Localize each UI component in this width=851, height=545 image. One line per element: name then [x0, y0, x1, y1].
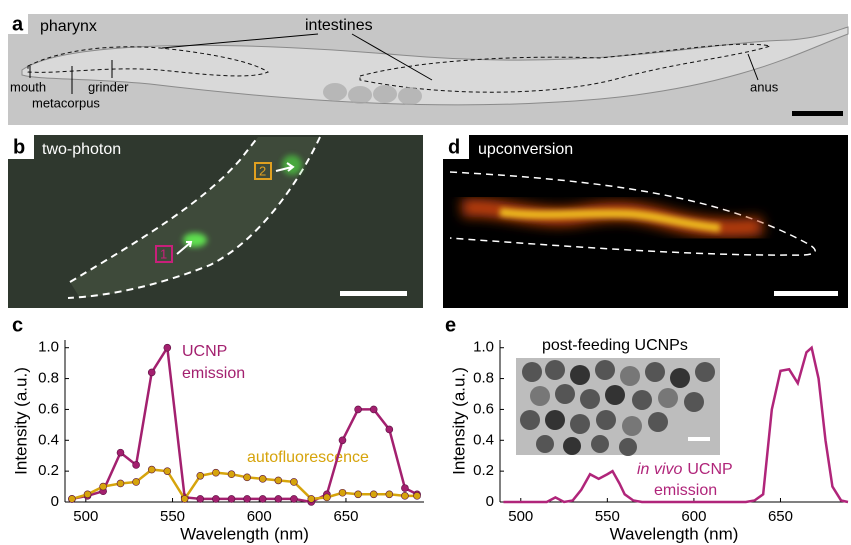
y-tick-label: 0.6: [473, 400, 494, 417]
marker: [84, 491, 91, 498]
annotation: grinder: [88, 79, 129, 94]
scale-bar: [688, 437, 710, 441]
marker: [197, 472, 204, 479]
panel-label: e: [445, 314, 456, 336]
annotation: UCNP: [182, 343, 227, 360]
marker: [259, 475, 266, 482]
y-tick-label: 0: [486, 493, 494, 510]
marker: [244, 474, 251, 481]
x-tick-label: 550: [160, 508, 185, 525]
marker: [228, 471, 235, 478]
marker: [323, 494, 330, 501]
marker: [370, 406, 377, 413]
panel-b: 1 2 b two-photon: [8, 135, 423, 308]
x-tick-label: 500: [508, 508, 533, 525]
x-tick-label: 600: [247, 508, 272, 525]
annotation: pharynx: [40, 18, 97, 35]
inset: post-feeding UCNPs: [516, 337, 720, 456]
panel-label: a: [12, 13, 24, 35]
marker: [100, 483, 107, 490]
y-tick-label: 0.2: [38, 462, 59, 479]
marker: [355, 406, 362, 413]
marker: [275, 477, 282, 484]
marker: [148, 369, 155, 376]
marker: [133, 461, 140, 468]
marker: [386, 426, 393, 433]
marker: [212, 495, 219, 502]
box-label: 2: [259, 163, 266, 178]
marker: [133, 478, 140, 485]
marker: [370, 491, 377, 498]
marker: [386, 491, 393, 498]
annotation: emission: [654, 482, 717, 499]
box-label: 1: [160, 246, 167, 261]
marker: [401, 485, 408, 492]
marker: [414, 492, 421, 499]
signal: [282, 155, 302, 175]
annotation-part: UCNP: [687, 461, 732, 478]
y-axis-label: Intensity (a.u.): [11, 367, 30, 475]
y-tick-label: 1.0: [38, 339, 59, 356]
y-tick-label: 0.4: [38, 431, 59, 448]
marker: [117, 449, 124, 456]
marker: [117, 480, 124, 487]
x-tick-label: 550: [595, 508, 620, 525]
marker: [259, 495, 266, 502]
marker: [339, 437, 346, 444]
annotation: metacorpus: [32, 95, 100, 110]
x-axis-label: Wavelength (nm): [610, 524, 739, 543]
marker: [228, 495, 235, 502]
annotation-italic: in vivo: [637, 461, 682, 478]
y-tick-label: 0.6: [38, 400, 59, 417]
panel-label: b: [13, 136, 25, 158]
marker: [148, 466, 155, 473]
panel-label: d: [448, 136, 460, 158]
figure: a pharynx intestines mouth metacorpus gr…: [0, 0, 851, 545]
inset-title: post-feeding UCNPs: [542, 337, 688, 354]
marker: [212, 469, 219, 476]
annotation: in vivo UCNP: [637, 461, 733, 478]
x-axis-label: Wavelength (nm): [180, 524, 309, 543]
annotation: mouth: [10, 79, 46, 94]
panel-a: a pharynx intestines mouth metacorpus gr…: [8, 13, 848, 125]
marker: [290, 478, 297, 485]
y-tick-label: 0.4: [473, 431, 494, 448]
y-axis-label: Intensity (a.u.): [449, 367, 468, 475]
marker: [197, 495, 204, 502]
x-tick-label: 600: [681, 508, 706, 525]
y-tick-label: 1.0: [473, 339, 494, 356]
x-tick-label: 650: [768, 508, 793, 525]
marker: [339, 489, 346, 496]
scale-bar: [774, 291, 838, 296]
marker: [164, 468, 171, 475]
scale-bar: [792, 111, 843, 116]
panel-title: two-photon: [42, 141, 121, 158]
marker: [181, 495, 188, 502]
marker: [244, 495, 251, 502]
panel-d: d upconversion: [443, 135, 848, 308]
annotation: intestines: [305, 17, 373, 34]
panel-label: c: [12, 314, 23, 336]
marker: [68, 495, 75, 502]
annotation: anus: [750, 79, 779, 94]
annotation: emission: [182, 365, 245, 382]
marker: [290, 495, 297, 502]
marker: [355, 491, 362, 498]
marker: [401, 492, 408, 499]
marker: [308, 495, 315, 502]
y-tick-label: 0.8: [38, 370, 59, 387]
marker: [275, 495, 282, 502]
x-tick-label: 650: [333, 508, 358, 525]
y-tick-label: 0.2: [473, 462, 494, 479]
scale-bar: [340, 291, 407, 296]
annotation: autofluorescence: [247, 449, 369, 466]
marker: [164, 344, 171, 351]
y-tick-label: 0: [51, 493, 59, 510]
panel-title: upconversion: [478, 141, 573, 158]
y-tick-label: 0.8: [473, 370, 494, 387]
x-tick-label: 500: [73, 508, 98, 525]
